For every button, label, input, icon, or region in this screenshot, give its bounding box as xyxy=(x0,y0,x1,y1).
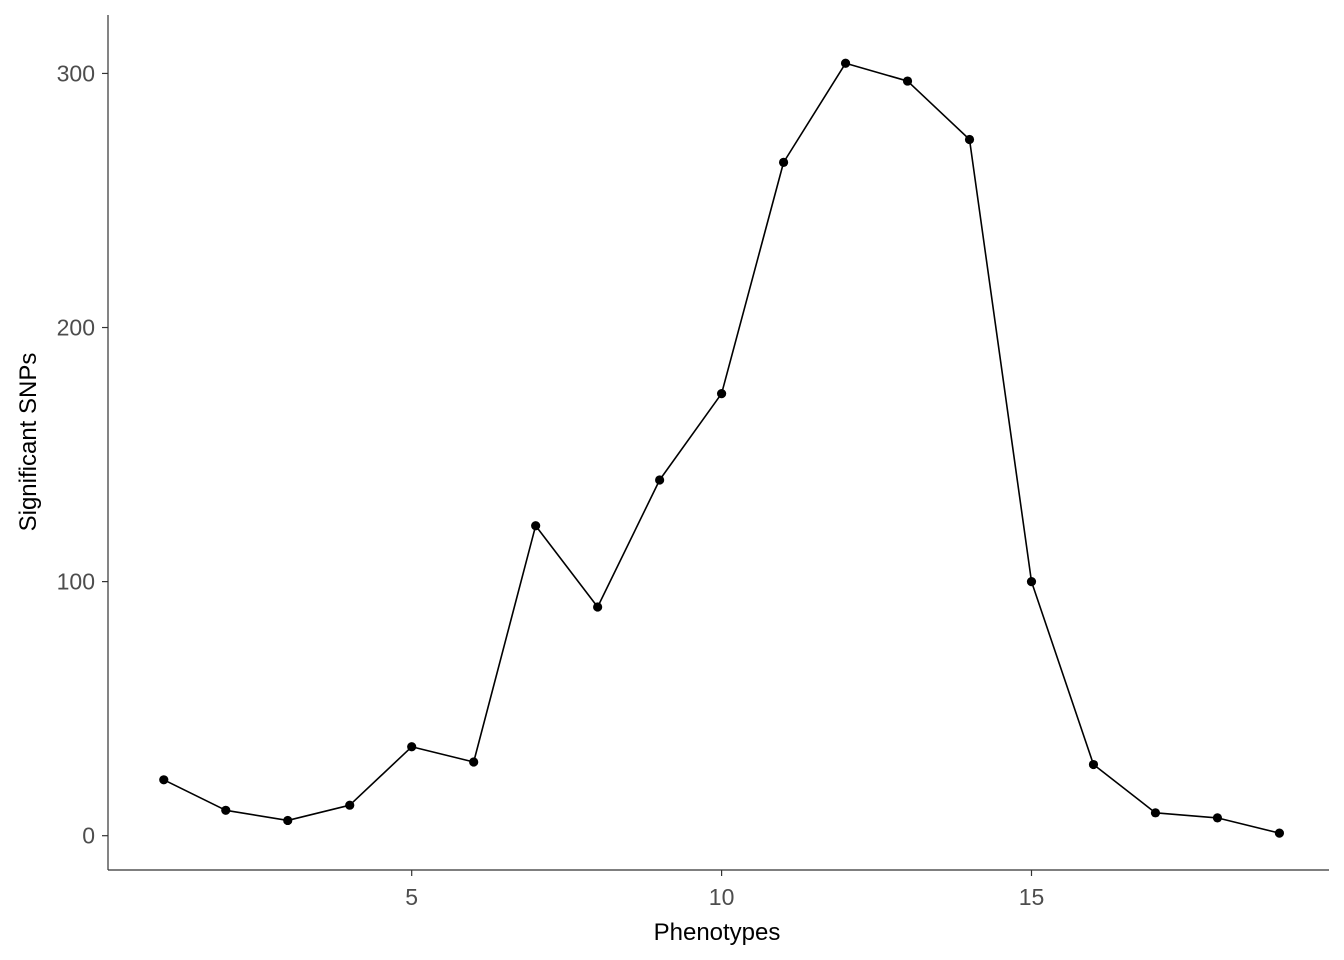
y-tick-label: 100 xyxy=(57,569,95,595)
data-point xyxy=(1212,813,1223,823)
data-point xyxy=(1088,759,1099,770)
axes xyxy=(107,15,1329,871)
data-point xyxy=(283,815,293,826)
x-tick-label: 15 xyxy=(1019,884,1045,910)
data-point xyxy=(1026,577,1037,587)
data-point xyxy=(1150,808,1161,818)
y-tick-label: 200 xyxy=(57,315,95,341)
data-point xyxy=(716,388,727,399)
data-point xyxy=(655,475,665,485)
y-axis-title: Significant SNPs xyxy=(15,353,42,532)
data-point xyxy=(469,757,479,767)
data-point xyxy=(593,602,603,612)
x-tick-label: 5 xyxy=(405,884,418,910)
data-point xyxy=(531,521,541,531)
data-point xyxy=(159,775,169,785)
series-layer xyxy=(159,58,1285,838)
y-tick-label: 0 xyxy=(82,823,95,849)
data-point xyxy=(902,76,913,86)
data-point xyxy=(1274,828,1285,838)
series-line xyxy=(163,62,1280,834)
data-point xyxy=(407,742,417,752)
data-point xyxy=(345,800,355,810)
x-axis-title: Phenotypes xyxy=(654,919,781,946)
y-ticks: 0 100 200 300 xyxy=(57,60,108,849)
x-tick-label: 10 xyxy=(709,884,735,910)
data-point xyxy=(840,58,851,68)
data-point xyxy=(778,157,789,167)
data-point xyxy=(221,805,231,815)
y-tick-label: 300 xyxy=(57,60,95,86)
data-point xyxy=(964,134,975,145)
x-ticks: 5 10 15 xyxy=(405,870,1044,910)
